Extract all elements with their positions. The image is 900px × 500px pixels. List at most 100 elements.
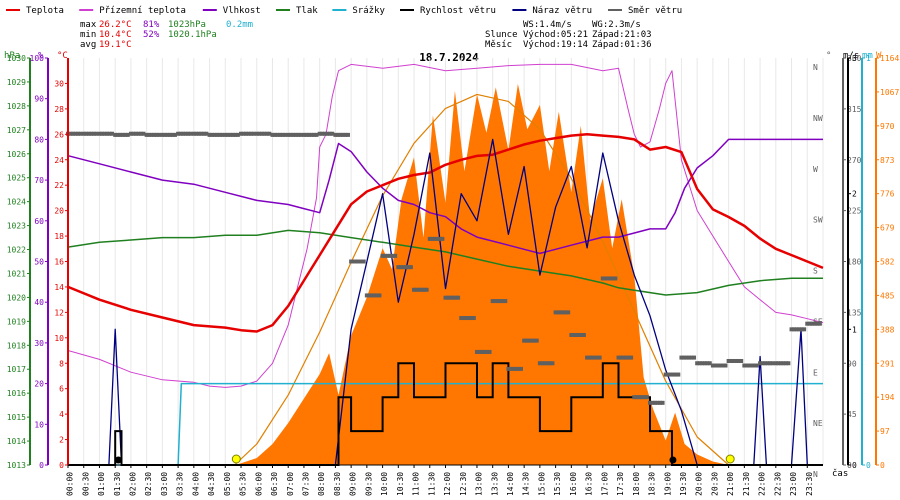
wind-direction-point xyxy=(650,400,655,405)
wind-direction-point xyxy=(393,253,398,258)
wind-direction-point xyxy=(456,295,461,300)
tick-label: SE xyxy=(813,317,823,326)
wind-direction-point xyxy=(204,131,209,136)
tick-label: 20:30 xyxy=(710,472,719,496)
tick-label: 360 xyxy=(847,54,862,63)
wind-direction-point xyxy=(162,132,167,137)
wind-direction-point xyxy=(561,310,566,315)
legend-label: Směr větru xyxy=(628,6,682,16)
wind-direction-point xyxy=(372,293,377,298)
legend-label: Náraz větru xyxy=(532,6,592,16)
wind-direction-point xyxy=(427,236,432,241)
wind-direction-point xyxy=(744,363,749,368)
tick-label: 1027 xyxy=(7,126,26,135)
tick-label: 270 xyxy=(847,156,862,165)
wind-direction-point xyxy=(201,131,206,136)
tick-label: 97 xyxy=(880,427,890,436)
wind-direction-point xyxy=(430,236,435,241)
wind-direction-point xyxy=(138,131,143,136)
sunrise-marker xyxy=(231,454,241,464)
wind-direction-point xyxy=(581,332,586,337)
wind-direction-point xyxy=(291,132,296,137)
wind-direction-point xyxy=(68,131,73,136)
tick-label: 20:00 xyxy=(695,472,704,496)
wind-direction-point xyxy=(228,132,233,137)
wind-direction-point xyxy=(469,316,474,321)
wind-direction-point xyxy=(789,327,794,332)
tick-label: 40 xyxy=(34,298,44,307)
wind-direction-point xyxy=(194,131,199,136)
rain-axis: 01 xyxy=(861,54,871,470)
wind-direction-point xyxy=(199,131,204,136)
wind-direction-point xyxy=(558,310,563,315)
tick-label: 1067 xyxy=(880,88,899,97)
wind-direction-point xyxy=(534,338,539,343)
tick-label: 04:00 xyxy=(191,472,200,496)
wind-direction-point xyxy=(325,131,330,136)
wind-direction-point xyxy=(374,293,379,298)
tick-label: 1025 xyxy=(7,174,26,183)
wind-direction-point xyxy=(123,132,128,137)
tick-label: 22 xyxy=(54,181,64,190)
wind-direction-point xyxy=(760,361,765,366)
wind-direction-point xyxy=(178,131,183,136)
wind-direction-point xyxy=(545,361,550,366)
tick-label: 03:30 xyxy=(176,472,185,496)
wind-direction-point xyxy=(524,338,529,343)
wind-direction-point xyxy=(621,355,626,360)
tick-label: SW xyxy=(813,216,823,225)
wind-direction-point xyxy=(511,366,516,371)
tick-label: 4 xyxy=(59,410,64,419)
wind-direction-point xyxy=(632,395,637,400)
tick-label: 14:00 xyxy=(506,472,515,496)
wind-gust-line xyxy=(68,138,823,466)
tick-label: 30 xyxy=(34,339,44,348)
wind-direction-point xyxy=(408,265,413,270)
tick-label: 90 xyxy=(34,95,44,104)
wind-direction-point xyxy=(498,299,503,304)
wind-direction-point xyxy=(327,131,332,136)
wind-direction-point xyxy=(343,132,348,137)
wind-speed-axis: 0 1 2 3 xyxy=(847,54,857,470)
wind-direction-point xyxy=(401,265,406,270)
tick-label: 1023 xyxy=(7,222,26,231)
unit-degc: °C xyxy=(57,51,68,61)
tick-label: 16:00 xyxy=(569,472,578,496)
wind-direction-point xyxy=(309,132,314,137)
wind-direction-point xyxy=(244,131,249,136)
wind-direction-point xyxy=(749,363,754,368)
tick-label: 17:30 xyxy=(616,472,625,496)
wind-direction-point xyxy=(770,361,775,366)
wind-direction-point xyxy=(781,361,786,366)
wind-direction-point xyxy=(443,295,448,300)
tick-label: 1026 xyxy=(7,150,26,159)
wind-direction-point xyxy=(217,132,222,137)
legend-label: Tlak xyxy=(296,6,318,16)
wind-direction-point xyxy=(212,132,217,137)
tick-label: 10 xyxy=(54,334,64,343)
wind-wg: WG:2.3m/s xyxy=(592,20,641,30)
tick-label: 01:30 xyxy=(113,472,122,496)
tick-label: E xyxy=(813,368,818,377)
wind-direction-point xyxy=(540,361,545,366)
wind-direction-point xyxy=(183,131,188,136)
humidity-line xyxy=(67,138,823,255)
wind-direction-point xyxy=(673,372,678,377)
wind-direction-point xyxy=(278,132,283,137)
chart-date: 18.7.2024 xyxy=(419,51,479,64)
wind-direction-point xyxy=(113,132,118,137)
axis-units: hPa % °C ° m/s mm W xyxy=(4,51,882,61)
stat-min-press: 1020.1hPa xyxy=(168,30,217,40)
tick-label: 18 xyxy=(54,232,64,241)
tick-label: 04:30 xyxy=(207,472,216,496)
wind-direction-point xyxy=(720,363,725,368)
wind-direction-point xyxy=(695,361,700,366)
wind-direction-point xyxy=(527,338,532,343)
wind-direction-point xyxy=(763,361,768,366)
wind-direction-point xyxy=(765,361,770,366)
wind-direction-point xyxy=(419,287,424,292)
sun-rise: Východ:05:21 xyxy=(523,30,588,40)
tick-label: 8 xyxy=(59,359,64,368)
